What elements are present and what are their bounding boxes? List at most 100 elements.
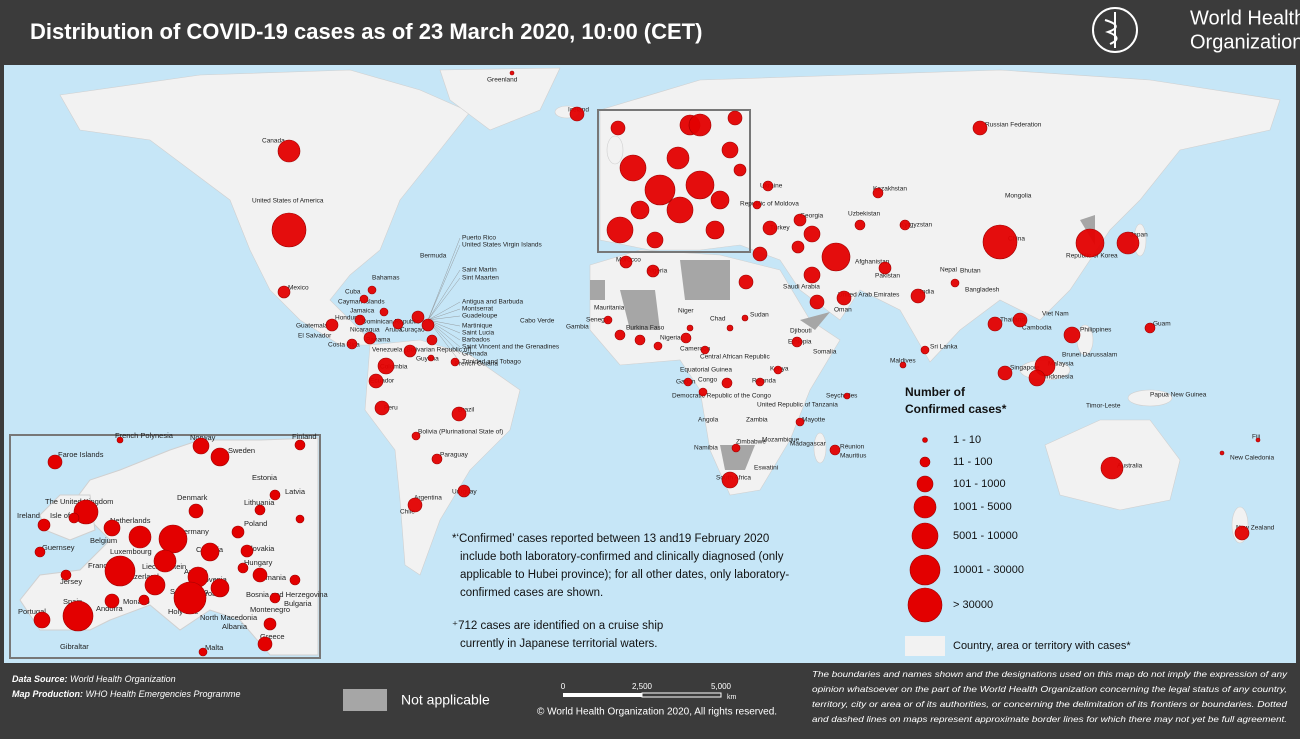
country-label: Philippines xyxy=(1080,327,1112,334)
case-bubble xyxy=(791,336,803,348)
title: Distribution of COVID-19 cases as of 23 … xyxy=(30,19,702,44)
case-bubble xyxy=(733,163,747,177)
case-bubble xyxy=(294,439,306,451)
case-bubble xyxy=(726,324,734,332)
case-bubble xyxy=(128,525,152,549)
country-label: Panama xyxy=(366,337,391,344)
country-label: New Caledonia xyxy=(1230,455,1274,462)
case-bubble xyxy=(685,170,715,200)
case-bubble xyxy=(666,146,690,170)
country-label: Republic of Moldova xyxy=(740,201,799,208)
leader-line xyxy=(427,269,461,321)
case-bubble xyxy=(325,318,339,332)
case-bubble xyxy=(47,454,63,470)
case-bubble xyxy=(68,512,80,524)
with-cases-swatch xyxy=(905,636,945,656)
case-bubble xyxy=(803,225,821,243)
inset-country-label: Hungary xyxy=(244,558,273,567)
case-bubble xyxy=(646,231,664,249)
country-label: Seychelles xyxy=(826,393,858,400)
leader-line xyxy=(427,301,461,321)
inset-country-label: Sweden xyxy=(228,446,255,455)
case-bubble xyxy=(1075,228,1105,258)
case-bubble xyxy=(346,338,358,350)
country-label: Argentina xyxy=(414,495,442,502)
case-bubble xyxy=(705,220,725,240)
case-bubble xyxy=(411,310,425,324)
svg-text:Map Production: WHO Health Eme: Map Production: WHO Health Emergencies P… xyxy=(12,689,241,699)
case-bubble xyxy=(700,345,710,355)
country-label: Saint Vincent and the Grenadines xyxy=(462,344,560,351)
country-label: Namibia xyxy=(694,445,718,452)
case-bubble xyxy=(773,365,783,375)
case-bubble xyxy=(752,200,762,210)
case-bubble xyxy=(158,524,188,554)
country-label: Bangladesh xyxy=(965,287,1000,294)
case-bubble xyxy=(407,497,423,513)
data-source: World Health Organization xyxy=(70,674,176,684)
country-label: New Zealand xyxy=(1236,525,1275,532)
country-label: Eswatini xyxy=(754,465,778,472)
country-label: Gambia xyxy=(566,324,589,331)
case-bubble xyxy=(363,331,377,345)
country-label: Guam xyxy=(1153,321,1171,328)
case-bubble xyxy=(569,106,585,122)
case-bubble xyxy=(37,518,51,532)
case-bubble xyxy=(755,377,765,387)
country-label: Guatemala xyxy=(296,323,328,330)
country-label: Papua New Guinea xyxy=(1150,392,1207,399)
case-bubble xyxy=(683,377,693,387)
not-applicable-swatch xyxy=(343,689,387,711)
country-label: Indonesia xyxy=(1045,374,1074,381)
country-label: Grenada xyxy=(462,351,488,358)
country-label: Singapore xyxy=(1010,365,1040,372)
country-label: Venezuela (Bolivarian Republic of) xyxy=(372,347,471,354)
inset-country-label: Gibraltar xyxy=(60,642,89,651)
logo-text: World Health xyxy=(1190,7,1300,29)
country-label: Aruba xyxy=(385,327,403,334)
inset-country-label: Ireland xyxy=(17,511,40,520)
country-label: Somalia xyxy=(813,349,837,356)
country-label: Djibouti xyxy=(790,328,812,335)
legend-symbol xyxy=(909,554,941,586)
country-label: Mexico xyxy=(288,285,309,292)
inset-country-label: Monaco xyxy=(123,597,150,606)
country-label: Mauritania xyxy=(594,305,625,312)
country-label: Saint Martin xyxy=(462,267,497,274)
case-bubble xyxy=(1063,326,1081,344)
inset-country-label: Belgium xyxy=(90,536,117,545)
case-bubble xyxy=(277,285,291,299)
case-bubble xyxy=(427,354,435,362)
inset-country-label: Isle of Man xyxy=(50,511,87,520)
case-bubble xyxy=(431,453,443,465)
country-label: Madagascar xyxy=(790,441,827,448)
case-bubble xyxy=(411,431,421,441)
case-bubble xyxy=(257,636,273,652)
inset-country-label: Jersey xyxy=(60,577,82,586)
country-label: Central African Republic xyxy=(700,354,770,361)
country-label: Kazakhstan xyxy=(873,186,907,193)
inset-country-label: Finland xyxy=(292,432,317,441)
inset-country-label: France xyxy=(88,561,111,570)
footer: Data Source: World Health Organization M… xyxy=(12,669,1288,724)
legend: Number of Confirmed cases* Country, area… xyxy=(905,385,1131,656)
country-label: Chad xyxy=(710,316,726,323)
case-bubble xyxy=(920,345,930,355)
country-label: Nepal xyxy=(940,267,958,274)
case-bubble xyxy=(899,361,907,369)
note-line: currently in Japanese territorial waters… xyxy=(460,638,658,650)
legend-symbol xyxy=(913,495,937,519)
disclaimer: The boundaries and names shown and the d… xyxy=(812,669,1288,679)
case-bubble xyxy=(1012,312,1028,328)
scale-bar xyxy=(563,693,642,697)
case-bubble xyxy=(1255,437,1261,443)
country-label: United States of America xyxy=(252,198,324,205)
country-label: Antigua and Barbuda xyxy=(462,299,523,306)
country-label: Georgia xyxy=(800,213,824,220)
case-bubble xyxy=(403,344,417,358)
case-bubble xyxy=(457,484,471,498)
country-label: Russian Federation xyxy=(985,122,1042,129)
inset-country-label: Slovenia xyxy=(198,575,228,584)
leader-line xyxy=(427,308,461,321)
case-bubble xyxy=(829,444,841,456)
